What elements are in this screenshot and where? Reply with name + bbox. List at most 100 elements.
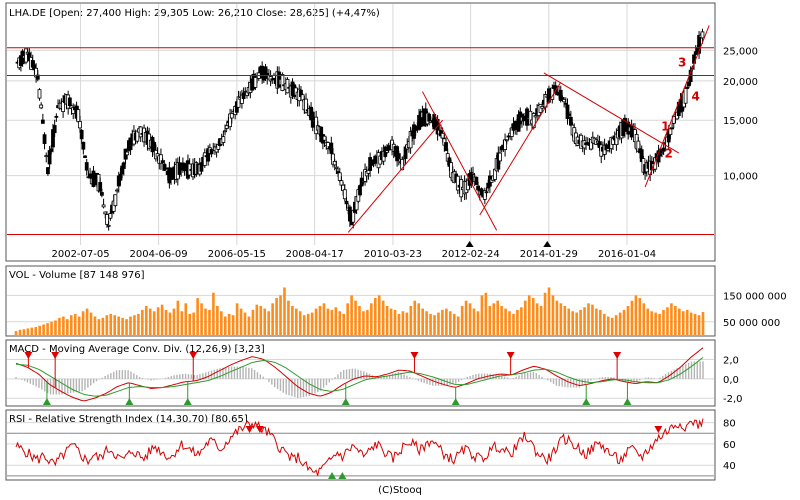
volume-bar: [693, 313, 697, 335]
volume-bar: [583, 307, 586, 335]
macd-y-tick-0: 2,0: [723, 355, 739, 366]
rsi-buy-marker-1: [338, 472, 347, 479]
price-candle-body: [329, 142, 334, 154]
price-candle-body: [241, 92, 246, 99]
volume-bar: [464, 300, 468, 335]
volume-bar: [437, 312, 440, 335]
price-candle-body: [427, 113, 432, 122]
panel-frame-1: [5, 2, 716, 262]
macd-sell-marker-1: [51, 352, 60, 359]
price-x-tick-2: 2006-05-15: [208, 249, 266, 260]
rsi-buy-marker-0: [328, 472, 337, 479]
volume-bar: [535, 303, 539, 335]
volume-bar: [555, 300, 559, 335]
volume-bar: [575, 312, 578, 335]
volume-bar: [42, 324, 45, 335]
price-candle-body: [135, 130, 140, 142]
volume-bar: [156, 307, 160, 335]
volume-bar: [397, 313, 401, 335]
volume-bar: [271, 303, 274, 335]
volume-bar: [547, 287, 551, 335]
volume-bar: [496, 300, 499, 335]
price-candle-body: [83, 155, 87, 158]
price-candle-body: [533, 115, 538, 118]
volume-bar: [314, 308, 318, 335]
price-candle-body: [106, 224, 111, 227]
volume-bar: [429, 313, 432, 335]
volume-bar: [689, 312, 693, 335]
price-candle-body: [334, 166, 339, 169]
rsi-y-tick-2: 40: [723, 461, 736, 472]
price-event-marker-0: [465, 241, 474, 247]
volume-bar: [227, 313, 231, 335]
price-candle-body: [76, 109, 81, 123]
volume-bar: [212, 292, 215, 335]
macd-buy-marker-6: [623, 398, 632, 405]
price-candle-body: [606, 148, 610, 151]
price-candle-body: [455, 175, 460, 191]
volume-bar: [144, 305, 148, 335]
price-candle-body: [504, 139, 509, 142]
price-candle-body: [108, 213, 113, 219]
price-y-tick-3: 10,000: [723, 172, 758, 183]
price-candle-body: [498, 152, 502, 162]
price-candle-body: [125, 151, 130, 156]
volume-bar: [452, 313, 456, 335]
volume-bar: [425, 311, 428, 335]
volume-bar: [54, 320, 57, 335]
price-trendline-2: [479, 82, 562, 216]
price-trendline-3: [543, 72, 680, 154]
price-x-tick-0: 2002-07-05: [51, 249, 109, 260]
macd-buy-marker-5: [582, 398, 591, 405]
volume-bar: [630, 300, 634, 335]
volume-bar: [405, 312, 409, 335]
price-candle-body: [693, 51, 698, 55]
volume-bar: [306, 313, 310, 335]
price-x-tick-1: 2004-06-09: [130, 249, 188, 260]
volume-bar: [618, 312, 622, 335]
panel-frame-4: [5, 409, 716, 481]
volume-bar: [105, 315, 109, 335]
volume-bar: [638, 298, 642, 335]
price-x-tick-7: 2016-01-04: [598, 249, 656, 260]
rsi-sell-marker-0: [245, 426, 254, 433]
volume-bar: [559, 303, 563, 335]
volume-bar: [484, 292, 488, 335]
volume-bar: [77, 316, 81, 335]
volume-bar: [670, 303, 673, 335]
macd-sell-marker-4: [506, 352, 515, 359]
volume-bar: [275, 298, 278, 335]
price-x-tick-4: 2010-03-23: [364, 249, 422, 260]
macd-series-macd-line: [15, 347, 704, 402]
price-candle-body: [99, 192, 104, 196]
volume-bar: [196, 298, 199, 335]
rsi-line: [15, 418, 704, 476]
volume-bar: [121, 317, 124, 335]
volume-bar: [409, 305, 413, 335]
volume-bar: [449, 311, 452, 335]
rsi-y-tick-1: 60: [723, 440, 736, 451]
price-candle-body: [164, 167, 168, 170]
price-candle-body: [440, 132, 445, 139]
volume-bar: [567, 308, 571, 335]
volume-bar: [366, 309, 369, 335]
macd-sell-marker-2: [189, 352, 198, 359]
volume-bar: [310, 312, 314, 335]
volume-bar: [456, 316, 460, 335]
price-candle-body: [484, 191, 489, 194]
macd-sell-marker-0: [24, 352, 33, 359]
volume-bar: [602, 313, 606, 335]
price-candle-body: [103, 211, 108, 215]
price-candle-body: [660, 152, 664, 155]
price-candle-body: [285, 79, 290, 94]
volume-bar: [267, 311, 270, 335]
price-candle-body: [47, 150, 52, 165]
macd-sell-marker-3: [410, 352, 419, 359]
volume-bar: [413, 300, 417, 335]
price-x-tick-3: 2008-04-17: [286, 249, 344, 260]
volume-bar: [587, 303, 590, 335]
volume-y-tick-1: 50 000 000: [723, 318, 780, 329]
macd-y-tick-2: -2,0: [723, 394, 743, 405]
price-candle-body: [202, 152, 207, 166]
volume-bar: [591, 304, 594, 335]
